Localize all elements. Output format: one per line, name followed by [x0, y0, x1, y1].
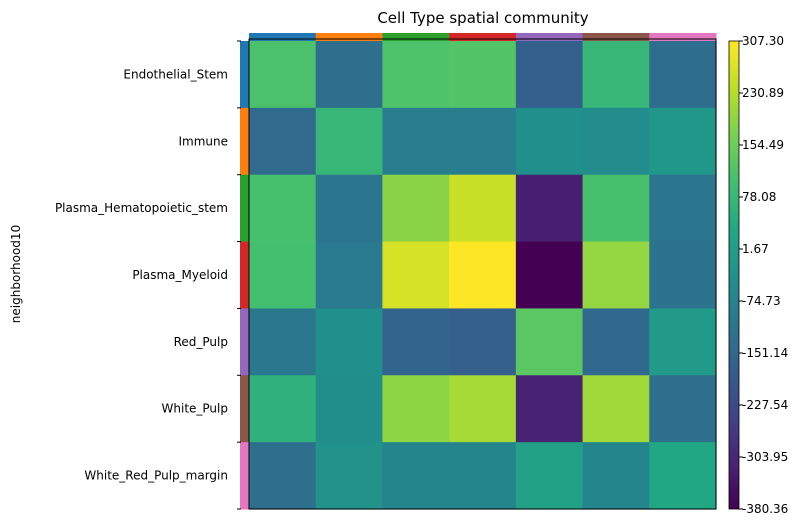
- heatmap-cell: [249, 442, 317, 510]
- colorbar-tick-label: 154.49: [742, 138, 784, 152]
- row-color-swatch: [240, 41, 249, 109]
- heatmap-cell: [582, 241, 650, 310]
- heatmap-cell: [582, 442, 650, 510]
- colorbar-tick-label: -303.95: [742, 450, 788, 464]
- heatmap-cell: [515, 308, 584, 376]
- row-color-swatch: [240, 107, 249, 176]
- column-color-swatch: [315, 33, 383, 41]
- column-color-swatch: [649, 33, 717, 41]
- heatmap-cell: [515, 174, 584, 243]
- heatmap-cells: [249, 41, 717, 510]
- column-color-swatch: [515, 33, 584, 41]
- column-color-bar: [249, 33, 717, 41]
- heatmap-cell: [315, 308, 384, 376]
- colorbar-ticks: 307.30 230.89 154.49 78.08 1.67 -74.73 -151.14…: [739, 34, 788, 516]
- heatmap-cell: [649, 375, 717, 443]
- row-label: Red_Pulp: [174, 335, 228, 349]
- column-color-swatch: [249, 33, 317, 41]
- heatmap-cell: [449, 41, 517, 109]
- heatmap-cell: [382, 174, 450, 243]
- colorbar: [728, 40, 740, 510]
- heatmap-cell: [649, 241, 717, 310]
- colorbar-tick-label: -380.36: [742, 502, 788, 516]
- heatmap-cell: [382, 308, 450, 376]
- row-color-swatch: [240, 241, 249, 309]
- heatmap-cell: [315, 442, 384, 510]
- row-color-swatch: [240, 442, 249, 510]
- heatmap-cell: [515, 107, 584, 176]
- row-label: White_Pulp: [162, 402, 228, 416]
- column-color-swatch: [382, 33, 450, 41]
- heatmap-cell: [315, 107, 384, 176]
- heatmap-cell: [449, 375, 517, 443]
- heatmap-cell: [249, 107, 317, 176]
- heatmap-cell: [449, 308, 517, 376]
- row-label: Endothelial_Stem: [123, 67, 228, 81]
- heatmap-cell: [249, 375, 317, 443]
- heatmap-cell: [649, 41, 717, 109]
- heatmap-cell: [515, 375, 584, 443]
- row-color-swatch: [240, 375, 249, 443]
- heatmap-cell: [449, 107, 517, 176]
- heatmap-cell: [382, 241, 450, 310]
- colorbar-tick-label: 307.30: [742, 34, 784, 48]
- heatmap-cell: [249, 241, 317, 310]
- heatmap-cell: [582, 308, 650, 376]
- colorbar-tick-label: -151.14: [742, 346, 788, 360]
- row-label: Plasma_Hematopoietic_stem: [55, 201, 228, 215]
- heatmap-cell: [582, 41, 650, 109]
- heatmap-cell: [449, 442, 517, 510]
- y-axis-label: neighborhood10: [9, 225, 23, 323]
- heatmap-cell: [382, 375, 450, 443]
- heatmap-cell: [249, 174, 317, 243]
- heatmap-cell: [315, 375, 384, 443]
- heatmap-cell: [515, 41, 584, 109]
- colorbar-tick-label: 78.08: [742, 190, 776, 204]
- colorbar-tick-label: -227.54: [742, 398, 788, 412]
- heatmap-cell: [315, 41, 384, 109]
- heatmap-cell: [582, 174, 650, 243]
- heatmap-cell: [649, 107, 717, 176]
- heatmap-cell: [582, 107, 650, 176]
- column-color-swatch: [582, 33, 650, 41]
- heatmap-cell: [515, 442, 584, 510]
- heatmap-cell: [249, 41, 317, 109]
- heatmap-cell: [382, 442, 450, 510]
- colorbar-tick-label: -74.73: [742, 294, 781, 308]
- row-label: Immune: [178, 134, 228, 148]
- heatmap-cell: [649, 308, 717, 376]
- row-color-swatch: [240, 308, 249, 376]
- heatmap-cell: [649, 174, 717, 243]
- heatmap-cell: [515, 241, 584, 310]
- heatmap-cell: [249, 308, 317, 376]
- row-label: White_Red_Pulp_margin: [84, 469, 228, 483]
- heatmap-cell: [449, 241, 517, 310]
- heatmap-cell: [449, 174, 517, 243]
- colorbar-tick-label: 1.67: [742, 242, 769, 256]
- row-label: Plasma_Myeloid: [132, 268, 228, 282]
- heatmap-cell: [382, 107, 450, 176]
- heatmap-frame: [248, 38, 717, 510]
- heatmap-cell: [382, 41, 450, 109]
- chart-title: Cell Type spatial community: [377, 9, 588, 27]
- heatmap-cell: [315, 174, 384, 243]
- heatmap-cell: [582, 375, 650, 443]
- column-color-swatch: [449, 33, 517, 41]
- row-color-swatch: [240, 174, 249, 243]
- heatmap-cell: [649, 442, 717, 510]
- row-labels: Endothelial_Stem Immune Plasma_Hematopoiet…: [55, 67, 228, 482]
- row-color-bar: [237, 40, 249, 510]
- colorbar-tick-label: 230.89: [742, 86, 784, 100]
- heatmap-cell: [315, 241, 384, 310]
